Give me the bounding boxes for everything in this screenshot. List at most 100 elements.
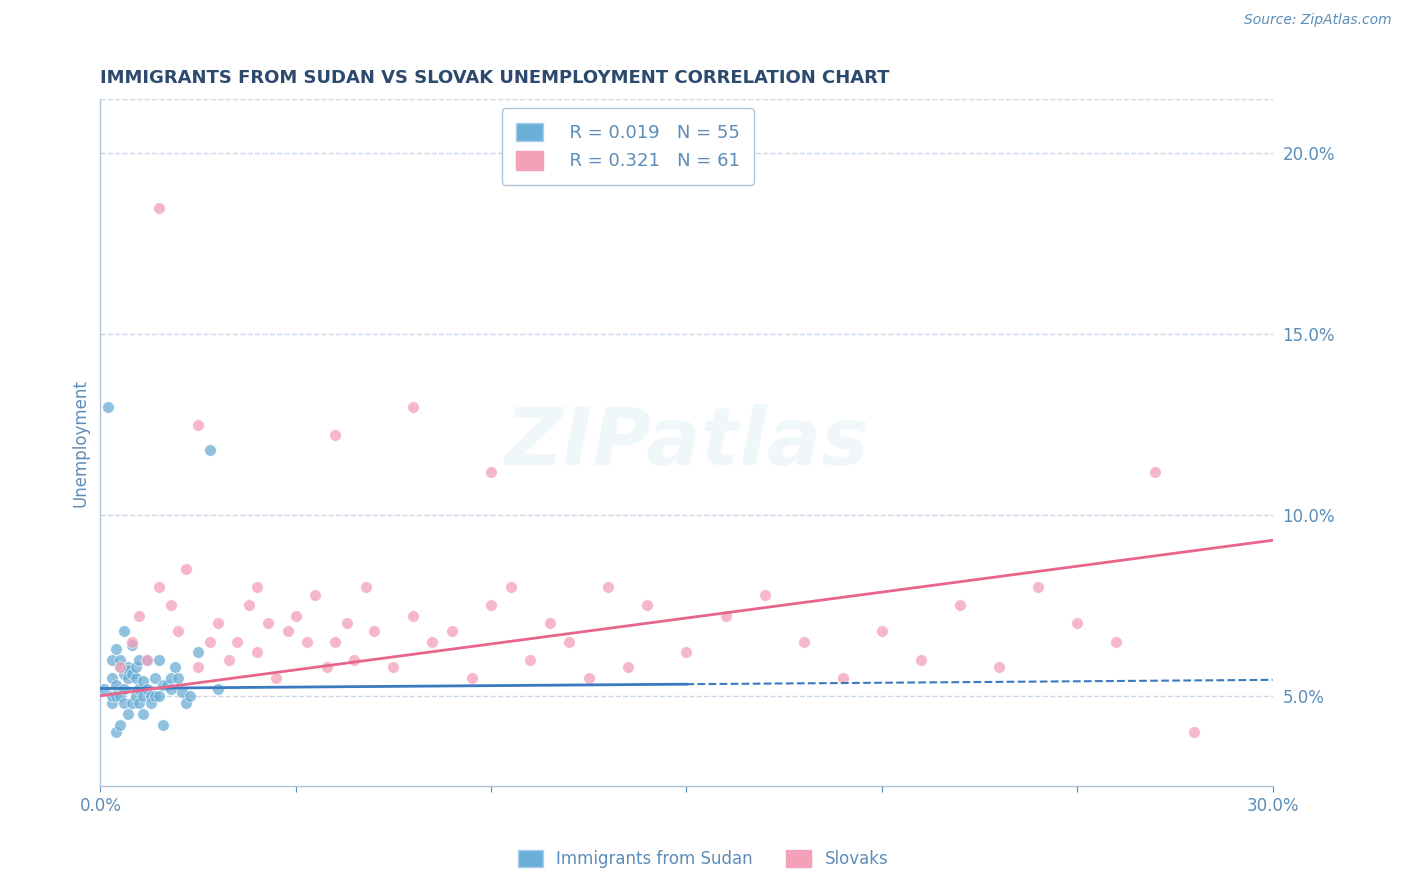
Point [141, 696, 163, 710]
Point [97, 400, 120, 414]
Point [128, 652, 150, 666]
Point [499, 580, 522, 594]
Point [1026, 580, 1049, 594]
Point [117, 671, 139, 685]
Point [323, 634, 346, 648]
Point [104, 641, 127, 656]
Point [402, 609, 425, 624]
Point [141, 689, 163, 703]
Legend:   R = 0.019   N = 55,   R = 0.321   N = 61: R = 0.019 N = 55, R = 0.321 N = 61 [502, 108, 754, 185]
Point [112, 696, 135, 710]
Point [117, 664, 139, 678]
Point [136, 652, 159, 666]
Point [101, 696, 124, 710]
Point [176, 696, 198, 710]
Point [179, 689, 201, 703]
Point [323, 428, 346, 442]
Point [558, 634, 581, 648]
Point [148, 652, 170, 666]
Point [108, 717, 131, 731]
Point [132, 706, 155, 721]
Point [578, 671, 600, 685]
Point [159, 681, 181, 696]
Point [121, 667, 143, 681]
Point [101, 652, 124, 666]
Point [422, 634, 444, 648]
Point [101, 671, 124, 685]
Point [187, 660, 209, 674]
Point [354, 580, 377, 594]
Point [988, 660, 1011, 674]
Point [440, 624, 463, 638]
Point [335, 616, 357, 631]
Point [143, 689, 166, 703]
Point [148, 580, 170, 594]
Point [132, 674, 155, 689]
Point [479, 465, 502, 479]
Y-axis label: Unemployment: Unemployment [72, 379, 89, 507]
Point [714, 609, 737, 624]
Point [132, 689, 155, 703]
Point [159, 599, 181, 613]
Point [363, 624, 385, 638]
Point [104, 678, 127, 692]
Legend: Immigrants from Sudan, Slovaks: Immigrants from Sudan, Slovaks [512, 843, 894, 875]
Point [949, 599, 972, 613]
Point [1066, 616, 1088, 631]
Point [831, 671, 853, 685]
Point [246, 645, 269, 659]
Point [108, 660, 131, 674]
Point [382, 660, 405, 674]
Point [112, 624, 135, 638]
Point [156, 678, 179, 692]
Point [257, 616, 280, 631]
Point [172, 685, 194, 699]
Point [675, 645, 697, 659]
Text: IMMIGRANTS FROM SUDAN VS SLOVAK UNEMPLOYMENT CORRELATION CHART: IMMIGRANTS FROM SUDAN VS SLOVAK UNEMPLOY… [100, 69, 890, 87]
Point [136, 652, 159, 666]
Point [121, 696, 143, 710]
Point [121, 634, 143, 648]
Point [402, 400, 425, 414]
Point [93, 681, 115, 696]
Point [218, 652, 240, 666]
Point [598, 580, 620, 594]
Point [124, 660, 146, 674]
Point [1105, 634, 1128, 648]
Point [152, 717, 174, 731]
Point [284, 609, 307, 624]
Point [1144, 465, 1167, 479]
Point [152, 678, 174, 692]
Point [617, 660, 640, 674]
Point [112, 681, 135, 696]
Point [519, 652, 541, 666]
Point [112, 667, 135, 681]
Point [910, 652, 932, 666]
Point [870, 624, 893, 638]
Point [128, 681, 150, 696]
Point [163, 660, 186, 674]
Point [297, 634, 319, 648]
Point [538, 616, 561, 631]
Point [148, 689, 170, 703]
Point [124, 689, 146, 703]
Point [187, 417, 209, 432]
Point [277, 624, 299, 638]
Point [264, 671, 287, 685]
Point [108, 660, 131, 674]
Point [117, 660, 139, 674]
Text: Source: ZipAtlas.com: Source: ZipAtlas.com [1244, 13, 1392, 28]
Point [121, 638, 143, 652]
Point [187, 645, 209, 659]
Point [246, 580, 269, 594]
Point [167, 671, 190, 685]
Point [128, 609, 150, 624]
Point [148, 201, 170, 215]
Point [343, 652, 366, 666]
Point [198, 442, 221, 457]
Point [754, 588, 776, 602]
Point [479, 599, 502, 613]
Point [198, 634, 221, 648]
Point [117, 706, 139, 721]
Point [108, 652, 131, 666]
